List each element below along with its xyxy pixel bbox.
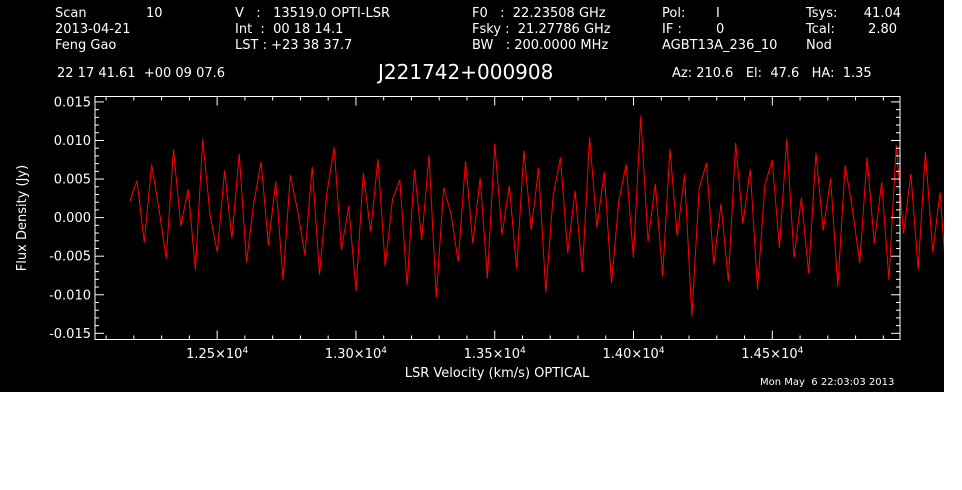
x-tick-label: 1.45×104	[741, 346, 803, 362]
tsys-label: Tsys:	[806, 6, 838, 21]
y-tick-label: 0.000	[54, 211, 91, 226]
plot-timestamp: Mon May 6 22:03:03 2013	[760, 377, 895, 388]
source-coordinates: 22 17 41.61 +00 09 07.6	[57, 66, 226, 81]
y-tick-label: 0.005	[54, 173, 91, 188]
spectrum-trace-layer	[129, 115, 944, 317]
observer-name: Feng Gao	[55, 38, 117, 53]
velocity-readout: V : 13519.0 OPTI-LSR	[235, 6, 391, 21]
y-tick-label: -0.010	[49, 288, 91, 303]
rest-frequency: F0 : 22.23508 GHz	[472, 6, 606, 21]
spectrum-trace-0	[129, 115, 944, 317]
lst-readout: LST : +23 38 37.7	[235, 38, 353, 53]
y-tick-label: 0.015	[54, 95, 91, 110]
observation-date: 2013-04-21	[55, 22, 131, 37]
y-tick-label: -0.005	[49, 250, 91, 265]
x-tick-label: 1.30×104	[325, 346, 387, 362]
observing-mode: Nod	[806, 38, 832, 53]
y-tick-label: 0.010	[54, 134, 91, 149]
if-label: IF :	[662, 22, 682, 37]
x-tick-label: 1.40×104	[602, 346, 664, 362]
project-id: AGBT13A_236_10	[662, 38, 778, 53]
y-axis-ticks: 0.015 0.010 0.005 0.000 -0.005 -0.010 -0.015	[49, 95, 900, 342]
x-tick-label: 1.35×104	[464, 346, 526, 362]
source-name: J221742+000908	[378, 60, 554, 84]
tsys-value: 41.04	[863, 6, 901, 21]
y-tick-label: -0.015	[49, 327, 91, 342]
plot-frame	[94, 96, 901, 340]
integration-time: Int : 00 18 14.1	[235, 22, 344, 37]
tcal-label: Tcal:	[806, 22, 835, 37]
y-axis-label: Flux Density (Jy)	[15, 165, 30, 271]
x-tick-label: 1.25×104	[186, 346, 248, 362]
spectrum-chart: 0.015 0.010 0.005 0.000 -0.005 -0.010 -0.015 1…	[15, 95, 944, 381]
tcal-value: 2.80	[868, 22, 897, 37]
bandwidth: BW : 200.0000 MHz	[472, 38, 609, 53]
plot-panel: Scan 10 2013-04-21 Feng Gao V : 13519.0 …	[0, 0, 944, 392]
pol-value: I	[716, 6, 720, 21]
sky-frequency: Fsky : 21.27786 GHz	[472, 22, 611, 37]
az-el-ha-readout: Az: 210.6 El: 47.6 HA: 1.35	[672, 66, 872, 81]
x-axis-label: LSR Velocity (km/s) OPTICAL	[405, 366, 590, 381]
pol-label: Pol:	[662, 6, 686, 21]
scan-label: Scan	[55, 6, 87, 21]
x-axis-ticks: 1.25×104 1.30×104 1.35×104 1.40×104 1.45×104	[105, 96, 884, 362]
if-value: 0	[716, 22, 725, 37]
scan-value: 10	[146, 6, 163, 21]
